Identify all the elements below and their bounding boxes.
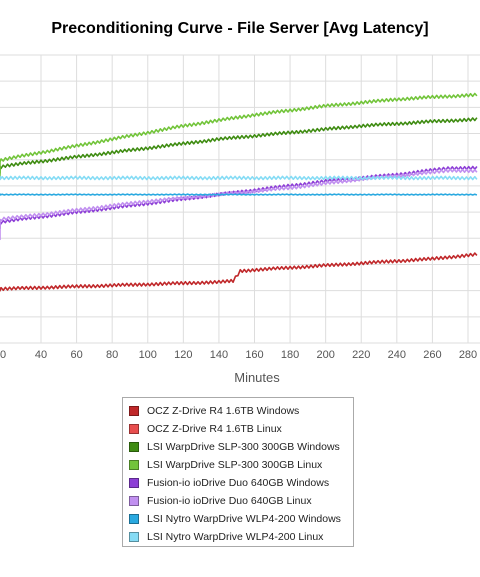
legend-label: OCZ Z-Drive R4 1.6TB Linux xyxy=(147,423,282,435)
legend-label: Fusion-io ioDrive Duo 640GB Linux xyxy=(147,495,312,507)
legend-swatch xyxy=(129,406,139,416)
chart-title: Preconditioning Curve - File Server [Avg… xyxy=(51,20,429,37)
legend-swatch xyxy=(129,496,139,506)
legend-label: LSI Nytro WarpDrive WLP4-200 Linux xyxy=(147,531,324,543)
legend-item: OCZ Z-Drive R4 1.6TB Windows xyxy=(123,402,353,420)
x-tick-label: 140 xyxy=(210,349,228,361)
legend-item: Fusion-io ioDrive Duo 640GB Linux xyxy=(123,492,353,510)
series-line xyxy=(0,92,478,178)
legend-label: LSI WarpDrive SLP-300 300GB Windows xyxy=(147,441,340,453)
legend-swatch xyxy=(129,424,139,434)
legend-item: LSI Nytro WarpDrive WLP4-200 Linux xyxy=(123,528,353,546)
legend-label: OCZ Z-Drive R4 1.6TB Windows xyxy=(147,405,300,417)
legend-label: Fusion-io ioDrive Duo 640GB Windows xyxy=(147,477,330,489)
x-tick-label: 160 xyxy=(245,349,263,361)
legend-swatch xyxy=(129,514,139,524)
legend-item: Fusion-io ioDrive Duo 640GB Windows xyxy=(123,474,353,492)
legend-item: LSI WarpDrive SLP-300 300GB Windows xyxy=(123,438,353,456)
x-tick-label: 40 xyxy=(35,349,47,361)
legend-swatch xyxy=(129,478,139,488)
series-line xyxy=(0,175,478,181)
legend-swatch xyxy=(129,442,139,452)
legend-swatch xyxy=(129,460,139,470)
legend-swatch xyxy=(129,532,139,542)
x-tick-label: 220 xyxy=(352,349,370,361)
x-axis-ticks: 0 40 60 80 100 120 140 160 180 200 220 240 260 280 xyxy=(0,349,477,361)
x-tick-label: 280 xyxy=(459,349,477,361)
x-tick-label: 120 xyxy=(174,349,192,361)
x-tick-label: 100 xyxy=(139,349,157,361)
x-tick-label: 0 xyxy=(0,349,6,361)
x-tick-label: 80 xyxy=(106,349,118,361)
series-line xyxy=(0,193,478,196)
legend-item: LSI WarpDrive SLP-300 300GB Linux xyxy=(123,456,353,474)
grid xyxy=(0,54,480,344)
x-tick-label: 200 xyxy=(316,349,334,361)
series-line xyxy=(0,168,478,241)
x-tick-label: 60 xyxy=(70,349,82,361)
series-lines xyxy=(0,92,478,292)
x-tick-label: 240 xyxy=(388,349,406,361)
legend: OCZ Z-Drive R4 1.6TB Windows OCZ Z-Drive … xyxy=(122,397,354,547)
x-axis-title: Minutes xyxy=(234,370,280,385)
x-tick-label: 180 xyxy=(281,349,299,361)
legend-item: LSI Nytro WarpDrive WLP4-200 Windows xyxy=(123,510,353,528)
legend-label: LSI WarpDrive SLP-300 300GB Linux xyxy=(147,459,323,471)
series-line xyxy=(0,252,478,292)
x-tick-label: 260 xyxy=(423,349,441,361)
series-line xyxy=(0,117,478,174)
legend-label: LSI Nytro WarpDrive WLP4-200 Windows xyxy=(147,513,341,525)
legend-item: OCZ Z-Drive R4 1.6TB Linux xyxy=(123,420,353,438)
